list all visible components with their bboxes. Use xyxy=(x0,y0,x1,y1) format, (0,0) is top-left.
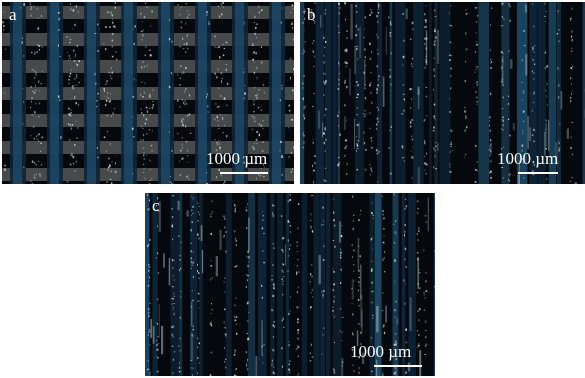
panel-label-c: c xyxy=(152,196,160,215)
scale-bar-c xyxy=(374,365,422,367)
micrograph-image-a xyxy=(2,2,294,184)
scale-bar-a xyxy=(220,172,268,174)
scale-bar-label-c: 1000 µm xyxy=(350,342,412,361)
micrograph-panel-c: c 1000 µm xyxy=(145,193,435,376)
scale-bar-label-a: 1000 µm xyxy=(206,149,268,168)
scale-bar-label-b: 1000 µm xyxy=(497,149,559,168)
scale-bar-b xyxy=(518,172,558,174)
panel-label-b: b xyxy=(307,5,316,24)
micrograph-panel-a: a 1000 µm xyxy=(2,2,294,184)
micrograph-panel-b: b 1000 µm xyxy=(300,2,585,184)
micrograph-image-b xyxy=(300,2,585,184)
panel-label-a: a xyxy=(9,5,17,24)
